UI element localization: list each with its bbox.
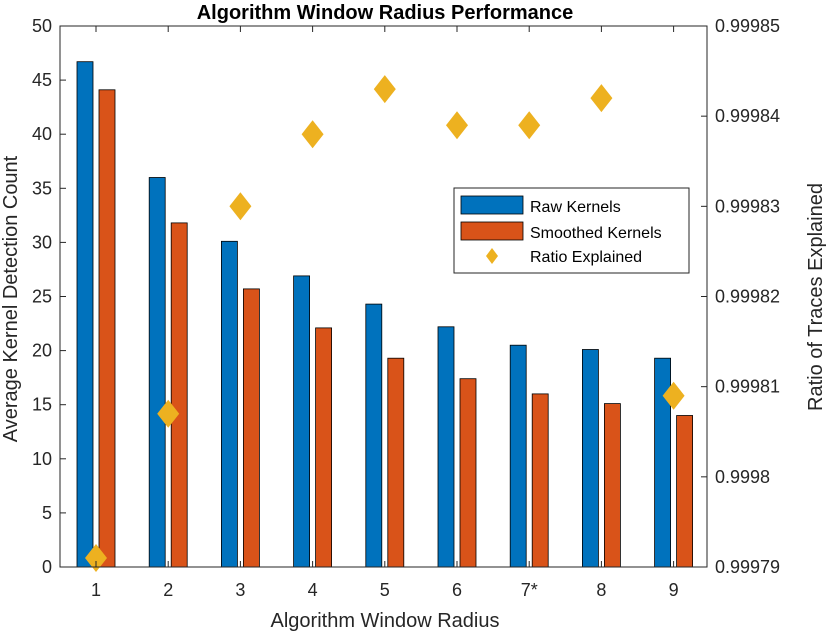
x-tick-label: 1 — [91, 580, 101, 600]
y-tick-label: 5 — [42, 503, 52, 523]
bar-smoothed-kernels-6 — [459, 378, 477, 568]
marker-ratio-explained-2 — [157, 399, 180, 428]
x-tick-label: 2 — [163, 580, 173, 600]
y-tick-label: 45 — [32, 70, 52, 90]
bar-raw-kernels-7 — [509, 344, 527, 568]
marker-ratio-explained-3 — [229, 192, 252, 221]
legend: Raw Kernels Smoothed Kernels Ratio Expla… — [453, 187, 690, 274]
y-tick-label: 25 — [32, 287, 52, 307]
x-axis-label: Algorithm Window Radius — [271, 610, 500, 632]
legend-label-raw-kernels: Raw Kernels — [530, 199, 621, 216]
bar-smoothed-kernels-3 — [242, 288, 260, 568]
right-axis: 0.99979 0.9998 0.99981 0.99982 0.99983 0.9998… — [701, 16, 780, 577]
y2-tick-label: 0.99983 — [715, 196, 780, 216]
y-tick-label: 35 — [32, 178, 52, 198]
marker-ratio-explained-9 — [662, 381, 685, 410]
marker-ratio-explained-6 — [446, 111, 468, 140]
x-axis: 1 2 3 4 5 6 7* 8 9 — [91, 26, 679, 600]
bar-smoothed-kernels-9 — [676, 415, 693, 568]
bar-smoothed-kernels-5 — [387, 357, 405, 568]
y-tick-label: 40 — [32, 124, 52, 144]
bar-smoothed-kernels-2 — [170, 222, 188, 568]
legend-swatch-raw-kernels — [460, 195, 524, 215]
x-tick-label: 8 — [596, 580, 606, 600]
y2-tick-label: 0.99985 — [715, 16, 780, 36]
x-tick-label: 9 — [669, 580, 679, 600]
markers-layer — [85, 75, 685, 572]
legend-label-smoothed-kernels: Smoothed Kernels — [530, 225, 662, 242]
x-tick-label: 3 — [235, 580, 245, 600]
marker-ratio-explained-7 — [518, 111, 541, 140]
bar-smoothed-kernels-8 — [604, 403, 621, 568]
bar-raw-kernels-3 — [220, 240, 238, 568]
bar-raw-kernels-6 — [437, 326, 455, 568]
marker-ratio-explained-4 — [301, 120, 324, 149]
y2-tick-label: 0.99984 — [715, 106, 780, 126]
bar-smoothed-kernels-7 — [531, 393, 549, 568]
chart-title: Algorithm Window Radius Performance — [197, 2, 574, 24]
y-tick-label: 0 — [42, 557, 52, 577]
y-tick-label: 50 — [32, 16, 52, 36]
bar-raw-kernels-8 — [582, 349, 599, 568]
bars-layer — [76, 61, 693, 568]
marker-ratio-explained-8 — [590, 84, 613, 113]
y-tick-label: 30 — [32, 232, 52, 252]
y2-tick-label: 0.99979 — [715, 557, 780, 577]
y2-tick-label: 0.99981 — [715, 377, 780, 397]
marker-ratio-explained-1 — [85, 544, 107, 572]
x-tick-label: 6 — [452, 580, 462, 600]
bar-raw-kernels-1 — [76, 61, 94, 568]
y-tick-label: 20 — [32, 341, 52, 361]
marker-ratio-explained-5 — [373, 75, 396, 104]
bar-raw-kernels-2 — [148, 177, 166, 568]
y2-tick-label: 0.99982 — [715, 287, 780, 307]
x-tick-label: 5 — [380, 580, 390, 600]
x-tick-label: 4 — [308, 580, 318, 600]
y-tick-label: 15 — [32, 395, 52, 415]
bar-smoothed-kernels-4 — [315, 327, 333, 568]
bar-smoothed-kernels-1 — [98, 89, 116, 568]
legend-marker-ratio-explained — [486, 248, 498, 264]
bar-raw-kernels-5 — [365, 303, 383, 568]
left-axis: 0 5 10 15 20 25 30 35 40 45 50 — [32, 16, 66, 577]
y-axis-label: Average Kernel Detection Count — [0, 155, 22, 442]
y-tick-label: 10 — [32, 449, 52, 469]
legend-swatch-smoothed-kernels — [460, 221, 524, 241]
y2-tick-label: 0.9998 — [715, 467, 770, 487]
legend-label-ratio-explained: Ratio Explained — [530, 249, 642, 266]
bar-raw-kernels-4 — [293, 275, 311, 568]
y2-axis-label: Ratio of Traces Explained — [805, 183, 827, 411]
x-tick-label: 7* — [521, 580, 538, 600]
